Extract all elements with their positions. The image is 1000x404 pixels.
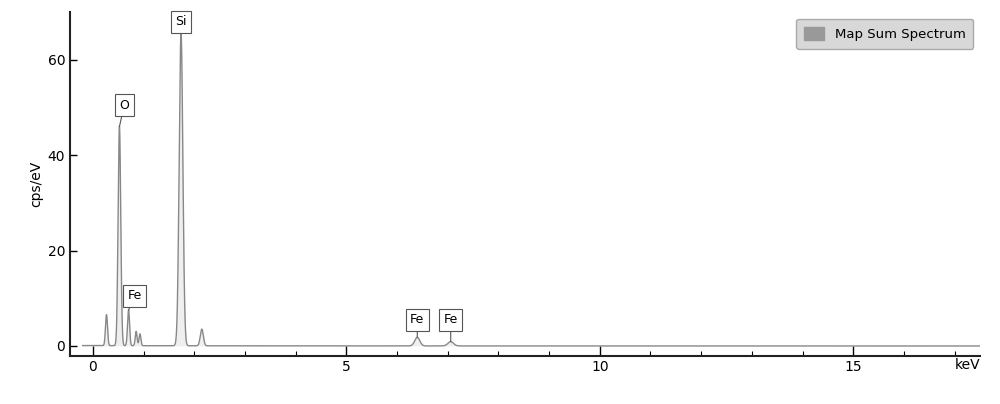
Text: O: O (119, 99, 129, 126)
Text: Si: Si (175, 15, 187, 34)
Text: keV: keV (954, 358, 980, 372)
Text: Fe: Fe (410, 313, 424, 337)
Text: Fe: Fe (127, 289, 142, 310)
Y-axis label: cps/eV: cps/eV (29, 161, 43, 207)
Legend: Map Sum Spectrum: Map Sum Spectrum (796, 19, 973, 49)
Text: Fe: Fe (444, 313, 458, 342)
